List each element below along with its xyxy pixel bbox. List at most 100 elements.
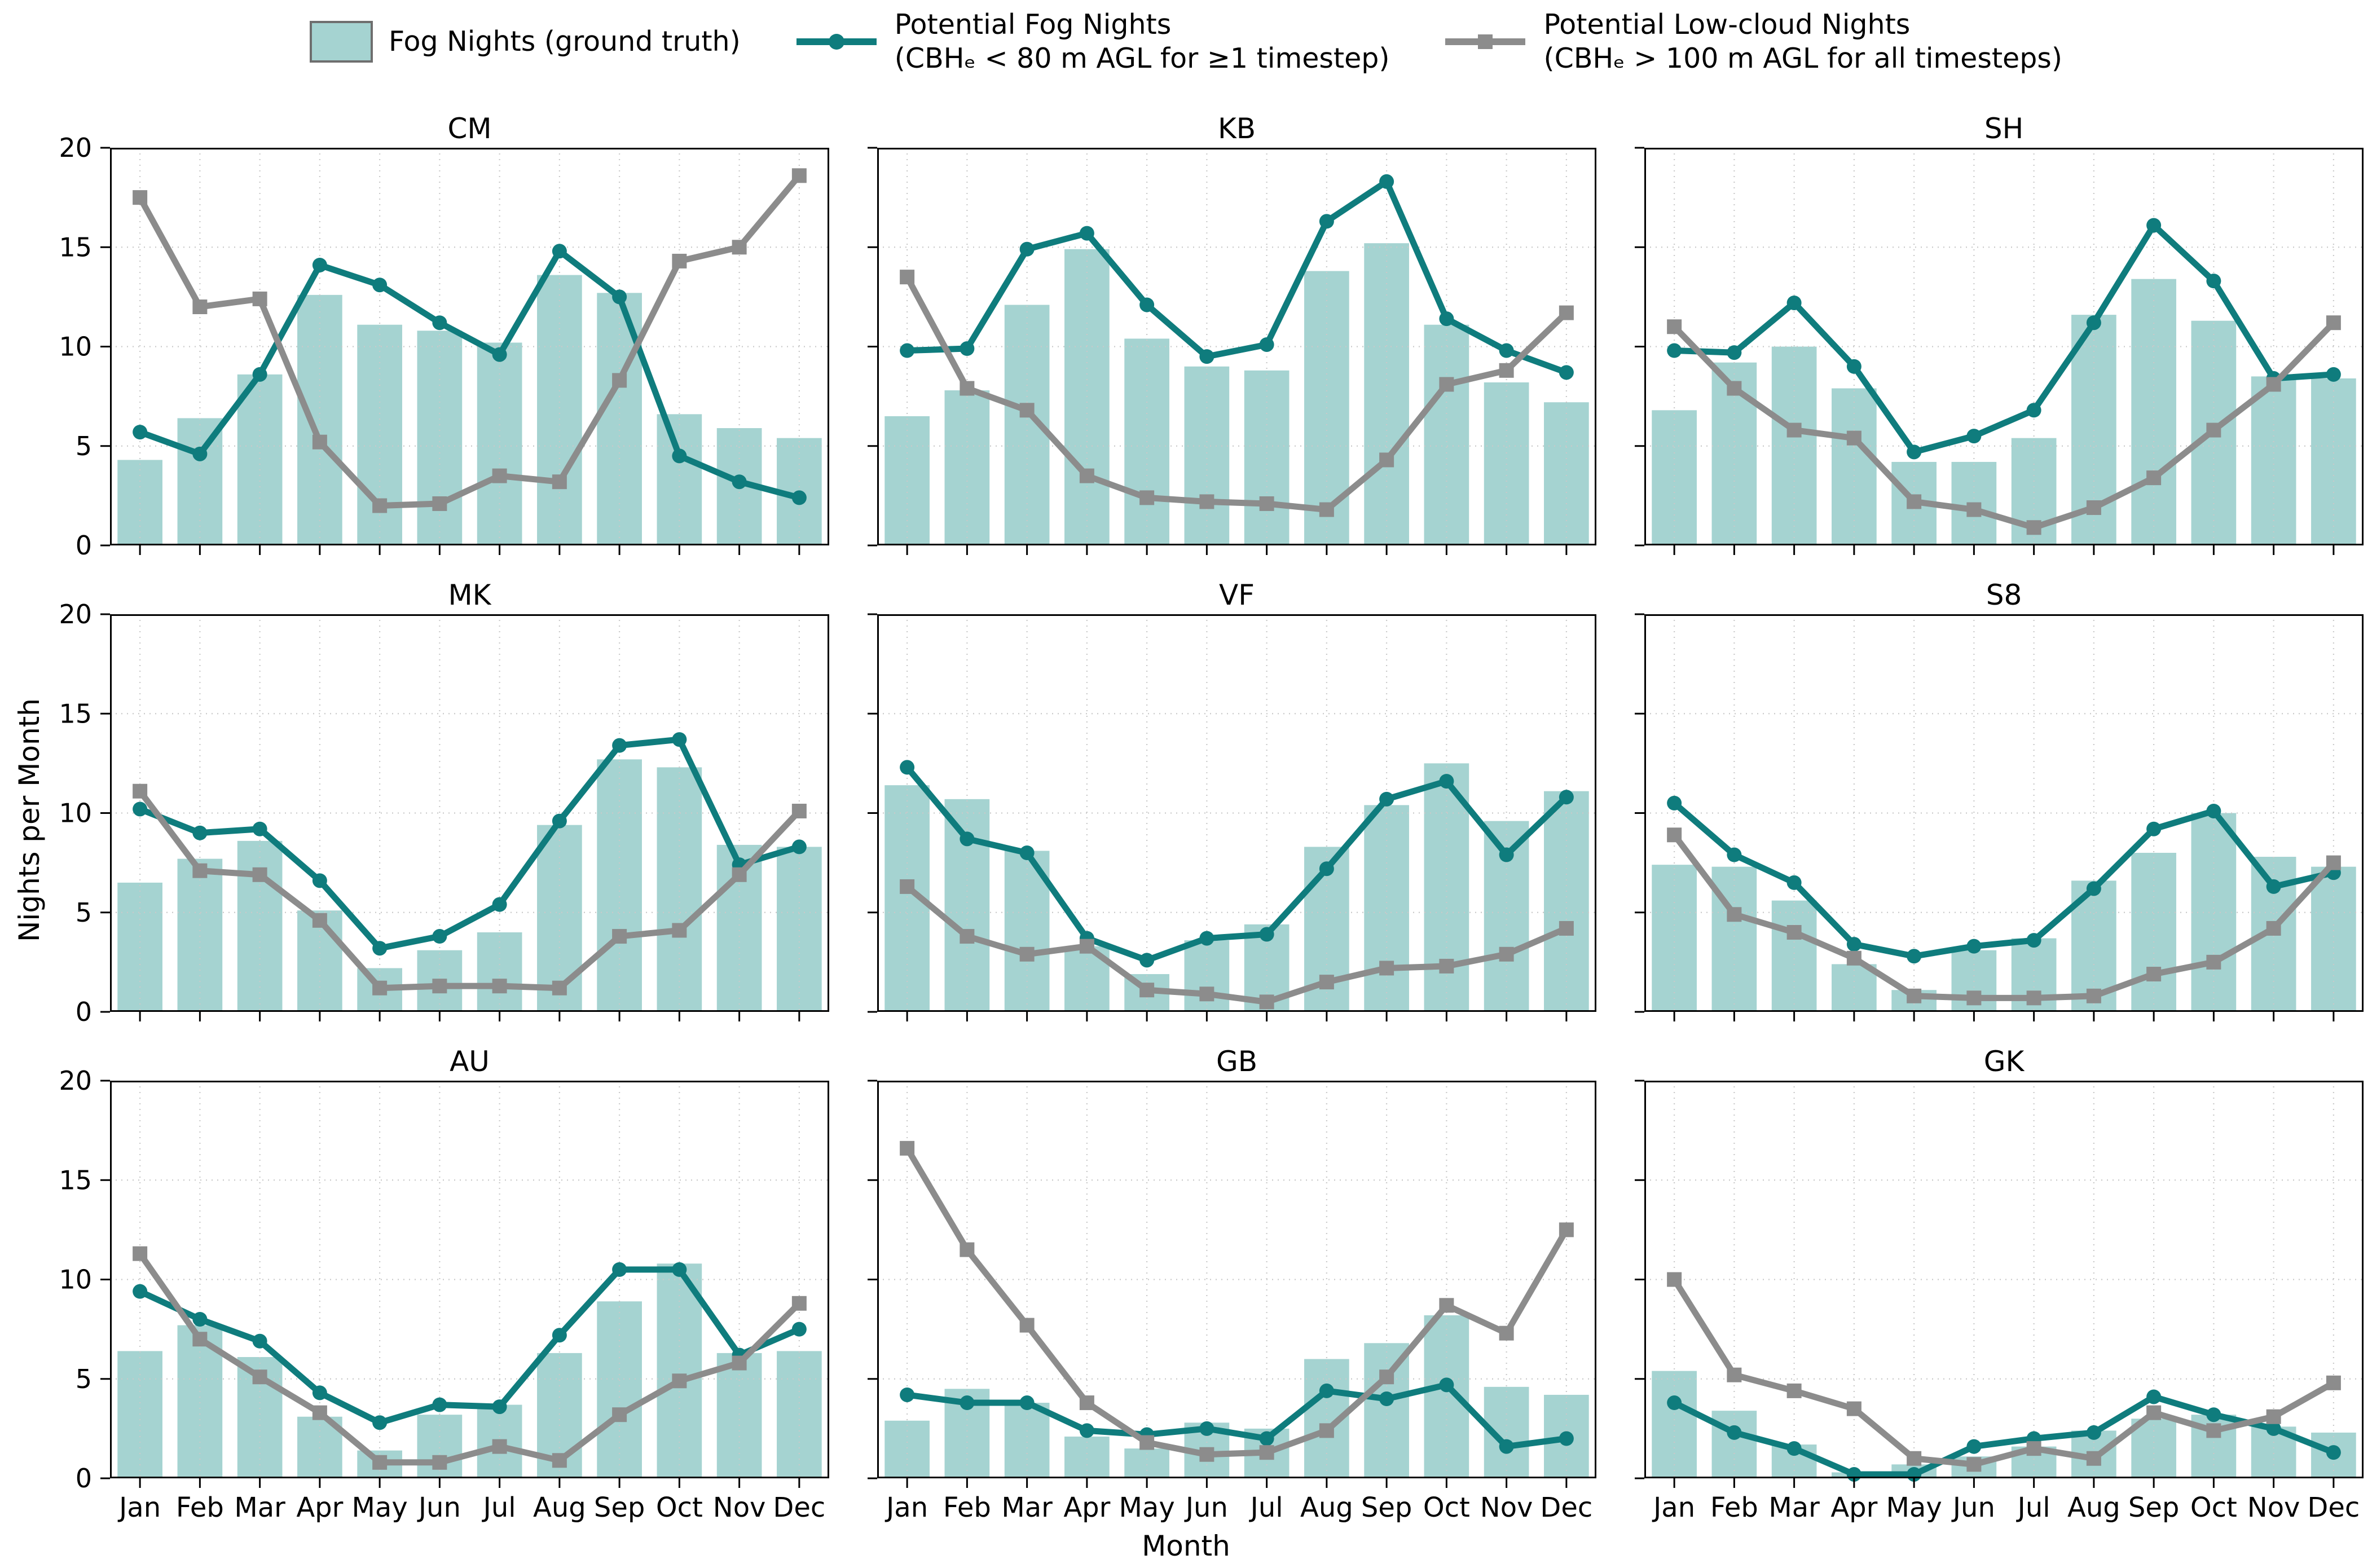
potential-fog-line — [133, 1262, 807, 1430]
bar — [1544, 402, 1589, 545]
legend-item-fog-nights: Fog Nights (ground truth) — [310, 21, 741, 63]
bar — [477, 932, 522, 1012]
potential-lowcloud-line — [900, 879, 1574, 1010]
fog-marker — [1019, 241, 1035, 257]
fog-marker — [1907, 949, 1922, 964]
bar — [2251, 376, 2296, 545]
month-tick-label: Apr — [296, 1492, 343, 1523]
lowcloud-marker — [1966, 502, 1982, 517]
fog-marker — [1786, 295, 1802, 310]
fog-marker — [1379, 791, 1394, 807]
potential-fog-line — [900, 174, 1574, 380]
y-tick-label: 0 — [76, 530, 92, 561]
lowcloud-marker — [1079, 939, 1094, 954]
lowcloud-marker — [732, 240, 747, 255]
bar — [1652, 410, 1697, 545]
fog-marker — [960, 831, 975, 847]
fog-marker — [2086, 315, 2101, 331]
legend-label-fog-nights: Fog Nights (ground truth) — [389, 25, 741, 58]
fog-marker — [612, 738, 627, 753]
lowcloud-marker — [1846, 1401, 1861, 1416]
lowcloud-marker — [2206, 954, 2221, 970]
lowcloud-marker — [1786, 925, 1802, 940]
lowcloud-marker — [2266, 920, 2281, 936]
fog-marker — [133, 425, 148, 440]
fog-marker — [791, 1322, 807, 1337]
lowcloud-marker — [1019, 946, 1035, 962]
plot-area-VF — [868, 613, 1596, 1021]
fog-marker — [1199, 1421, 1214, 1436]
fog-marker — [432, 1397, 447, 1412]
fog-marker — [133, 1284, 148, 1299]
fog-marker — [1139, 953, 1155, 968]
fog-marker — [1199, 931, 1214, 946]
lowcloud-marker — [1667, 827, 1682, 843]
fog-marker — [2026, 933, 2041, 948]
axis-ticks — [1635, 1080, 2335, 1488]
potential-fog-line — [1667, 1389, 2341, 1482]
fog-marker — [192, 825, 208, 840]
lowcloud-marker — [1559, 920, 1574, 936]
lowcloud-marker — [2266, 1409, 2281, 1424]
bar — [1711, 1411, 1757, 1478]
month-tick-label: Jan — [117, 1492, 161, 1523]
y-tick-label: 15 — [59, 698, 92, 729]
lowcloud-marker — [1439, 958, 1454, 974]
lowcloud-marker — [1966, 1457, 1982, 1472]
fog-marker — [1727, 345, 1742, 360]
fog-marker — [372, 278, 388, 293]
y-tick-label: 10 — [59, 1265, 92, 1295]
fog-marker — [672, 448, 687, 464]
lowcloud-marker — [312, 913, 327, 928]
lowcloud-marker — [552, 980, 567, 996]
fog-nights-bars — [117, 275, 822, 545]
y-tick-label: 10 — [59, 332, 92, 362]
fog-marker — [1499, 847, 1514, 862]
potential-lowcloud-line — [133, 783, 807, 996]
axis-ticks — [868, 613, 1568, 1021]
lowcloud-marker — [2146, 1405, 2162, 1420]
y-axis-label: Nights per Month — [13, 698, 46, 942]
lowcloud-marker — [2206, 1423, 2221, 1438]
lowcloud-marker — [1907, 1451, 1922, 1466]
fog-marker — [2266, 879, 2281, 894]
lowcloud-marker — [1907, 988, 1922, 1003]
lowcloud-marker — [1846, 950, 1861, 966]
potential-lowcloud-line — [900, 270, 1574, 517]
bar — [2311, 866, 2356, 1012]
bar — [1244, 370, 1290, 545]
fog-marker — [192, 446, 208, 461]
lowcloud-marker — [612, 1407, 627, 1422]
lowcloud-marker — [192, 863, 208, 878]
subplot-CM: CM 0 5 10 15 20 — [59, 113, 829, 561]
fog-marker — [1019, 1395, 1035, 1411]
fog-marker — [1319, 1383, 1334, 1398]
fog-marker — [1319, 214, 1334, 229]
potential-lowcloud-line — [1667, 1272, 2341, 1472]
fog-marker — [672, 732, 687, 747]
charts-grid: CM 0 5 10 15 20 KB SH MK 0 5 10 15 20 VF S8 AU 0 5 10 15 20 Ja… — [59, 112, 2364, 1523]
potential-fog-line — [133, 732, 807, 956]
fog-marker — [312, 1385, 327, 1400]
month-tick-label: Aug — [2067, 1492, 2120, 1523]
subplot-title: KB — [1217, 112, 1256, 145]
lowcloud-marker — [1259, 994, 1274, 1010]
fog-marker — [1667, 1395, 1682, 1411]
fog-marker — [1439, 774, 1454, 789]
lowcloud-marker — [1079, 1395, 1094, 1411]
fog-marker — [552, 813, 567, 829]
plot-area-GK: Jan Feb Mar Apr May Jun Jul Aug Sep Oct Nov Dec — [1635, 1080, 2364, 1523]
axis-ticks — [1635, 613, 2335, 1021]
fog-marker — [252, 1333, 267, 1349]
fog-marker — [252, 821, 267, 836]
bar — [777, 1351, 822, 1478]
month-tick-label: Jun — [1951, 1492, 1995, 1523]
lowcloud-marker — [2086, 1451, 2101, 1466]
y-tick-label: 0 — [76, 997, 92, 1027]
bar — [716, 1353, 762, 1478]
lowcloud-marker — [1319, 502, 1334, 517]
fog-marker — [900, 760, 915, 775]
fog-marker — [1966, 1439, 1982, 1454]
bar — [177, 418, 223, 545]
fog-marker — [432, 929, 447, 944]
